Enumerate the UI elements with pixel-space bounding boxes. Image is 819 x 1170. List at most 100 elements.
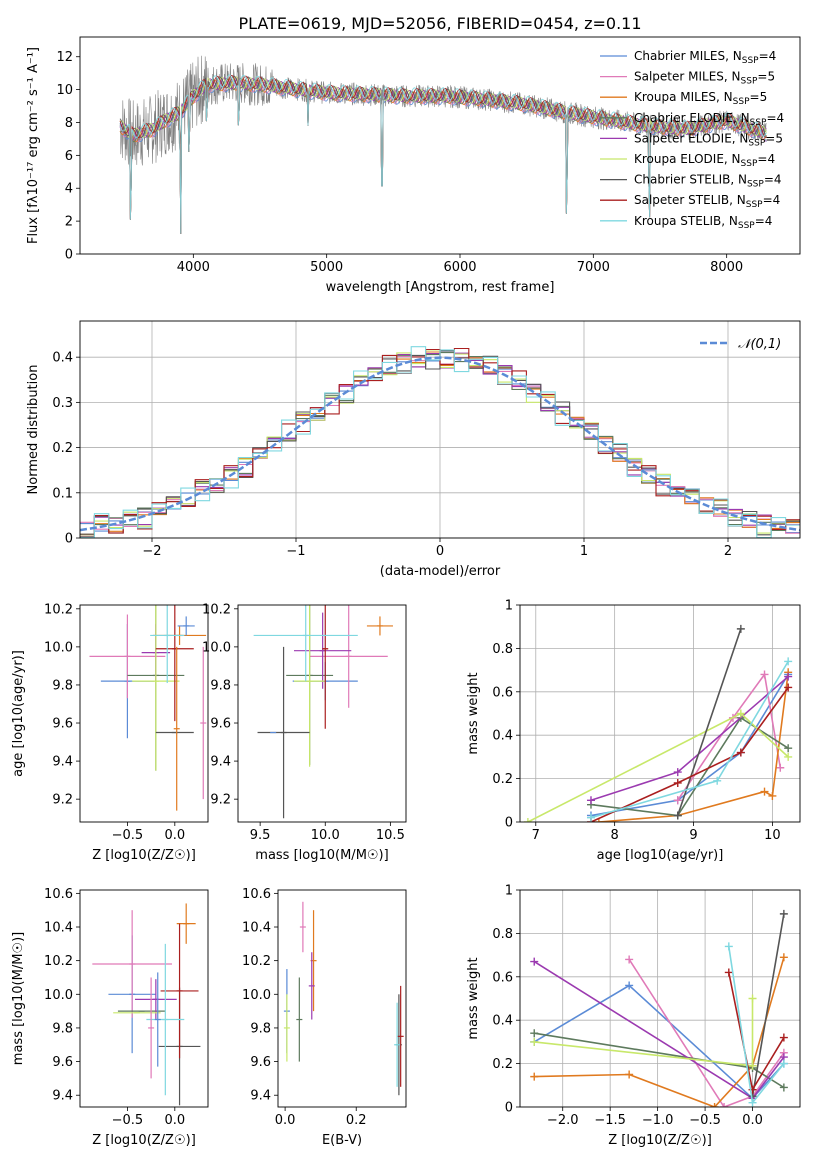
legend-label-text: Chabrier ELODIE, N [634, 111, 750, 125]
y-tick-label: 0 [65, 248, 73, 263]
gaussian-curve [80, 356, 800, 532]
errorbar-point [160, 923, 199, 1059]
x-tick-label: 7000 [577, 260, 610, 275]
errorbar-point [154, 972, 161, 1067]
weight-marker [779, 1083, 788, 1092]
y-tick-label: 9.6 [250, 1055, 271, 1070]
weight-marker [530, 1029, 539, 1038]
weight-marker [594, 818, 603, 822]
weight-marker [779, 953, 788, 962]
weight-line-5 [533, 960, 785, 1100]
x-tick-label: 0.2 [346, 1113, 367, 1128]
weight-marker [586, 796, 595, 805]
y-tick-label: 9.6 [210, 717, 231, 732]
x-axis-label: Z [log10(Z/Z☉)] [608, 1133, 712, 1148]
legend-label-value: =4 [755, 214, 773, 228]
axes-frame [237, 604, 407, 823]
y-tick-label: 1 [505, 599, 513, 614]
errorbar-point [299, 901, 306, 953]
x-tick-label: −0.5 [112, 1113, 144, 1128]
x-tick-label: −2 [142, 544, 161, 559]
plot-area [80, 321, 800, 538]
legend-label-subscript: SSP [738, 221, 755, 231]
weight-line-7 [751, 913, 785, 1097]
weight-marker [673, 796, 682, 805]
x-tick-label: −1 [286, 544, 305, 559]
weight-marker [673, 778, 682, 787]
errorbar-point [155, 605, 194, 722]
plot-area [520, 605, 800, 822]
legend-label-value: =5 [757, 70, 775, 84]
legend-label: Chabrier STELIB, NSSP=4 [634, 173, 782, 190]
y-tick-label: 0 [505, 1101, 513, 1116]
panel-weight-vs-age: 7 8 9 10 0 0.2 0.4 0.6 0.8 1 age [log10(age/yr)] ma… [466, 599, 801, 863]
x-axis-label: wavelength [Angstrom, rest frame] [326, 280, 555, 295]
x-tick-label: 2 [724, 544, 732, 559]
errorbar-point [308, 952, 315, 1020]
legend-label: Chabrier MILES, NSSP=4 [634, 49, 776, 66]
y-tick-label: 10.0 [202, 640, 231, 655]
grid [520, 605, 800, 822]
x-tick-label: 0.0 [164, 1113, 185, 1128]
x-tick-label: −0.5 [689, 1113, 721, 1128]
y-tick-label: 0 [65, 532, 73, 547]
y-tick-label: 10.2 [44, 602, 73, 617]
weight-marker [710, 1103, 719, 1107]
errorbar-point [173, 646, 180, 811]
y-tick-label: 1 [505, 884, 513, 899]
y-tick-label: 0.6 [492, 970, 513, 985]
weight-line-1 [590, 673, 789, 817]
y-tick-label: 10.0 [44, 988, 73, 1003]
x-tick-label: 10.5 [376, 828, 405, 843]
errorbar-point [89, 614, 166, 699]
y-tick-label: 8 [65, 116, 73, 131]
x-tick-label: −2.0 [547, 1113, 579, 1128]
legend-label: Chabrier ELODIE, NSSP=4 [634, 111, 784, 128]
weight-marker [736, 624, 745, 633]
residual-histogram-9 [80, 346, 800, 538]
y-axis-label: mass [log10(M/M☉)] [11, 932, 26, 1065]
errorbar-point [309, 605, 388, 708]
weight-marker [625, 1070, 634, 1079]
y-tick-label: 4 [65, 182, 73, 197]
weight-marker [736, 709, 745, 718]
errorbar-point [148, 977, 155, 1079]
y-tick-label: 10.6 [242, 887, 271, 902]
y-tick-label: 9.4 [210, 755, 231, 770]
weight-marker [779, 1059, 788, 1068]
y-axis-label: Normed distribution [26, 365, 41, 495]
weight-marker [673, 768, 682, 777]
axes-frame [277, 889, 407, 1108]
weight-marker [748, 1061, 757, 1070]
y-tick-label: 10.4 [44, 921, 73, 936]
y-tick-label: 0.4 [52, 351, 73, 366]
weight-marker [724, 968, 733, 977]
y-tick-label: 6 [65, 149, 73, 164]
errorbar-point [92, 910, 172, 1018]
x-tick-label: 6000 [443, 260, 476, 275]
y-tick-label: 10.6 [44, 887, 73, 902]
errorbar-point [294, 605, 326, 767]
legend-label-text: Chabrier STELIB, N [634, 173, 747, 187]
legend-label-subscript: SSP [750, 118, 767, 128]
weight-marker [530, 957, 539, 966]
panel-residuals: −2 −1 0 1 2 0 0.1 0.2 0.3 0.4 (data-model)/error No… [26, 320, 801, 579]
y-tick-label: 0.8 [492, 927, 513, 942]
y-tick-label: 10.0 [242, 988, 271, 1003]
legend-label-value: =5 [750, 90, 768, 104]
weight-line-6 [527, 712, 789, 822]
y-tick-label: 0.8 [492, 642, 513, 657]
legend-label: Salpeter MILES, NSSP=5 [634, 70, 775, 87]
x-tick-label: −1.0 [642, 1113, 674, 1128]
errorbar-point [257, 646, 310, 819]
weight-marker [784, 683, 793, 692]
errorbar-point [177, 616, 195, 636]
x-axis-label: mass [log10(M/M☉)] [255, 848, 388, 863]
plot-area [89, 605, 207, 811]
x-tick-label: 9 [689, 828, 697, 843]
model-spectrum-7 [119, 75, 767, 234]
plot-area [119, 55, 767, 234]
weight-marker [779, 1033, 788, 1042]
legend-label-value: =4 [757, 152, 775, 166]
